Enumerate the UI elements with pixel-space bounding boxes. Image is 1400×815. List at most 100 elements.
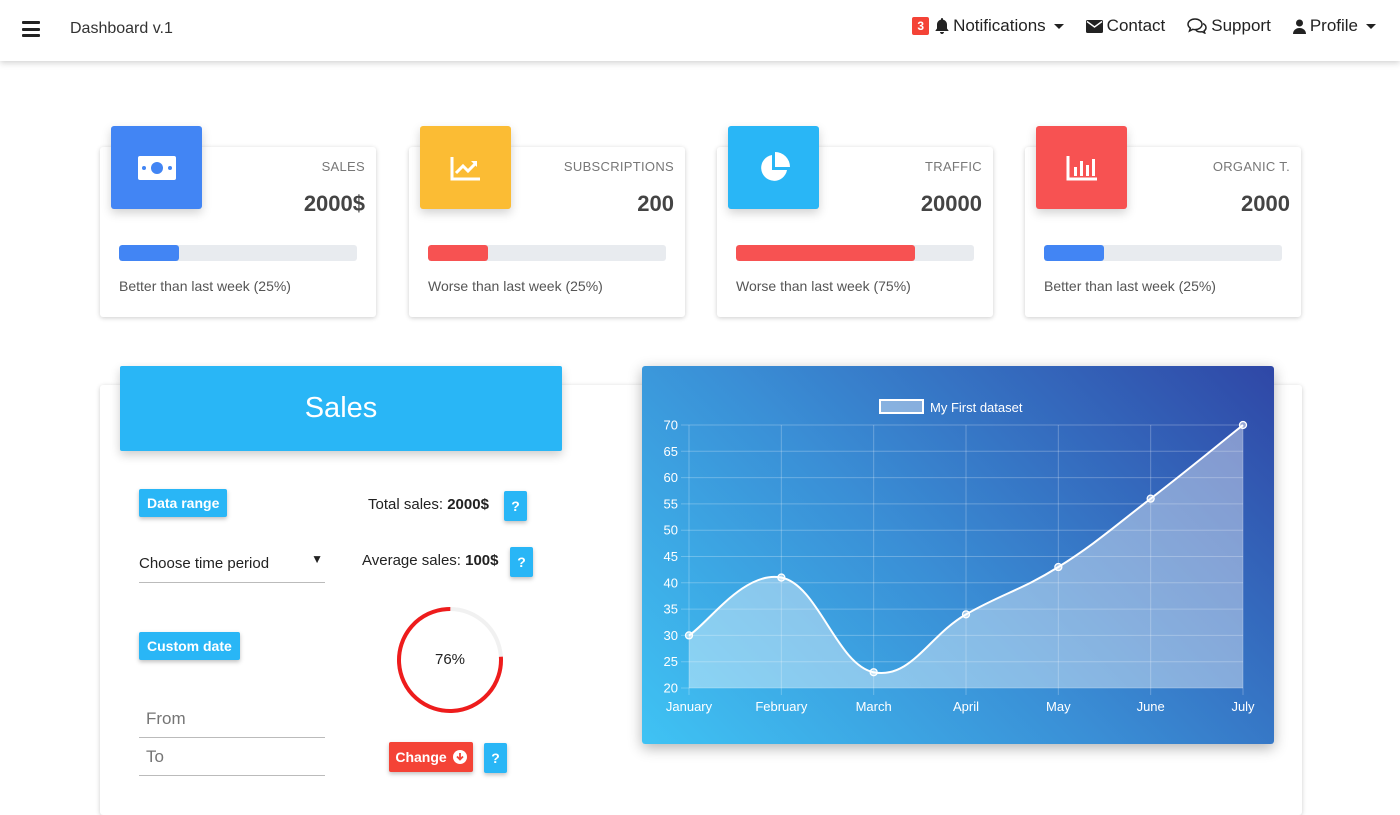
y-tick-label: 65 bbox=[664, 444, 678, 459]
progress-bar bbox=[736, 245, 974, 261]
y-tick-label: 50 bbox=[664, 523, 678, 538]
legend-label: My First dataset bbox=[930, 400, 1023, 415]
profile-menu[interactable]: Profile bbox=[1292, 16, 1376, 36]
card-value: 200 bbox=[637, 191, 674, 216]
chevron-down-icon bbox=[1053, 23, 1064, 29]
gauge-percent: 76% bbox=[434, 651, 466, 668]
card-label: SUBSCRIPTIONS bbox=[563, 159, 674, 174]
series-area-fill bbox=[689, 425, 1243, 688]
change-button[interactable]: Change bbox=[389, 742, 473, 772]
y-tick-label: 45 bbox=[664, 549, 678, 564]
chat-bubbles-icon bbox=[1187, 18, 1208, 34]
total-sales: Total sales: 2000$ bbox=[368, 496, 489, 513]
to-date-input[interactable] bbox=[139, 738, 325, 776]
card-icon-box bbox=[728, 126, 819, 209]
data-point bbox=[961, 610, 971, 619]
data-point bbox=[777, 573, 786, 582]
from-date-input[interactable] bbox=[139, 700, 325, 738]
y-tick-label: 70 bbox=[664, 418, 678, 433]
chart-canvas: 20 25 30 35 40 45 50 55 60 65 70 January February Mar… bbox=[664, 399, 1255, 714]
total-sales-help-button[interactable]: ? bbox=[504, 491, 527, 521]
top-navbar: Dashboard v.1 3 Notifications Contact Su… bbox=[0, 0, 1400, 61]
card-value: 2000 bbox=[1241, 191, 1290, 216]
x-tick-label: April bbox=[953, 699, 979, 714]
legend-swatch bbox=[879, 399, 924, 414]
change-label: Change bbox=[395, 749, 447, 765]
data-point bbox=[1146, 494, 1155, 503]
contact-label: Contact bbox=[1106, 16, 1166, 35]
sales-line-chart: 20 25 30 35 40 45 50 55 60 65 70 January February Mar… bbox=[642, 366, 1274, 744]
x-tick-label: March bbox=[856, 699, 892, 714]
progress-fill bbox=[1044, 245, 1104, 261]
y-tick-label: 55 bbox=[664, 496, 678, 511]
bar-chart-icon bbox=[1066, 155, 1097, 180]
chevron-down-icon bbox=[1366, 23, 1376, 29]
x-tick-label: May bbox=[1046, 699, 1071, 714]
profile-label: Profile bbox=[1309, 16, 1358, 35]
y-tick-label: 35 bbox=[664, 602, 678, 617]
card-note: Worse than last week (25%) bbox=[428, 278, 603, 294]
time-period-select[interactable]: Choose time period ▼ bbox=[139, 548, 325, 583]
x-tick-label: January bbox=[666, 699, 713, 714]
notifications-label: Notifications bbox=[953, 16, 1046, 35]
y-tick-label: 20 bbox=[664, 681, 678, 696]
average-sales-label: Average sales: bbox=[362, 552, 466, 569]
sales-header: Sales bbox=[120, 366, 562, 451]
card-note: Worse than last week (75%) bbox=[736, 278, 911, 294]
dropdown-arrow-icon: ▼ bbox=[311, 552, 323, 566]
average-sales: Average sales: 100$ bbox=[362, 552, 499, 569]
pie-chart-icon bbox=[760, 151, 790, 181]
card-value: 2000$ bbox=[303, 191, 365, 216]
bell-icon bbox=[935, 18, 949, 34]
progress-fill bbox=[119, 245, 179, 261]
notifications-menu[interactable]: 3 Notifications bbox=[912, 16, 1064, 36]
envelope-icon bbox=[1085, 19, 1103, 33]
card-icon-box bbox=[111, 126, 202, 209]
trending-up-icon bbox=[450, 156, 480, 180]
custom-date-button[interactable]: Custom date bbox=[139, 632, 240, 660]
arrow-down-circle-icon bbox=[452, 750, 467, 764]
data-point bbox=[869, 668, 878, 677]
traffic-stat-card: TRAFFIC 20000 Worse than last week (75%) bbox=[717, 126, 993, 317]
total-sales-label: Total sales: bbox=[368, 496, 448, 513]
card-icon-box bbox=[420, 126, 511, 209]
total-sales-value: 2000$ bbox=[447, 496, 489, 513]
user-icon bbox=[1292, 19, 1306, 34]
data-point bbox=[1238, 420, 1248, 430]
progress-bar bbox=[119, 245, 357, 261]
data-point bbox=[684, 631, 694, 640]
support-label: Support bbox=[1211, 16, 1271, 35]
y-tick-label: 30 bbox=[664, 628, 678, 643]
organic-traffic-stat-card: ORGANIC T. 2000 Better than last week (2… bbox=[1025, 126, 1301, 317]
progress-bar bbox=[428, 245, 666, 261]
x-tick-label: June bbox=[1137, 699, 1165, 714]
average-sales-value: 100$ bbox=[465, 552, 499, 569]
data-point bbox=[1054, 562, 1063, 572]
subscriptions-stat-card: SUBSCRIPTIONS 200 Worse than last week (… bbox=[409, 126, 685, 317]
y-tick-label: 40 bbox=[664, 575, 678, 590]
card-icon-box bbox=[1036, 126, 1127, 209]
progress-fill bbox=[736, 245, 915, 261]
sales-gauge bbox=[397, 607, 503, 713]
sales-stat-card: SALES 2000$ Better than last week (25%) bbox=[100, 126, 376, 317]
money-icon bbox=[137, 155, 176, 180]
brand-title: Dashboard v.1 bbox=[70, 20, 173, 37]
x-tick-label: July bbox=[1231, 699, 1255, 714]
card-note: Better than last week (25%) bbox=[119, 278, 291, 294]
card-label: SALES bbox=[321, 159, 365, 174]
menu-icon[interactable] bbox=[22, 21, 40, 37]
average-sales-help-button[interactable]: ? bbox=[510, 547, 533, 577]
card-note: Better than last week (25%) bbox=[1044, 278, 1216, 294]
data-range-button[interactable]: Data range bbox=[139, 489, 228, 517]
card-label: TRAFFIC bbox=[925, 159, 982, 174]
change-help-button[interactable]: ? bbox=[484, 743, 507, 773]
time-period-select-value: Choose time period bbox=[139, 555, 270, 572]
progress-fill bbox=[428, 245, 488, 261]
support-link[interactable]: Support bbox=[1187, 16, 1271, 36]
contact-link[interactable]: Contact bbox=[1085, 16, 1166, 36]
progress-bar bbox=[1044, 245, 1282, 261]
notification-count-badge: 3 bbox=[912, 17, 930, 35]
card-value: 20000 bbox=[920, 191, 982, 216]
y-tick-label: 60 bbox=[664, 470, 678, 485]
card-label: ORGANIC T. bbox=[1212, 159, 1290, 174]
